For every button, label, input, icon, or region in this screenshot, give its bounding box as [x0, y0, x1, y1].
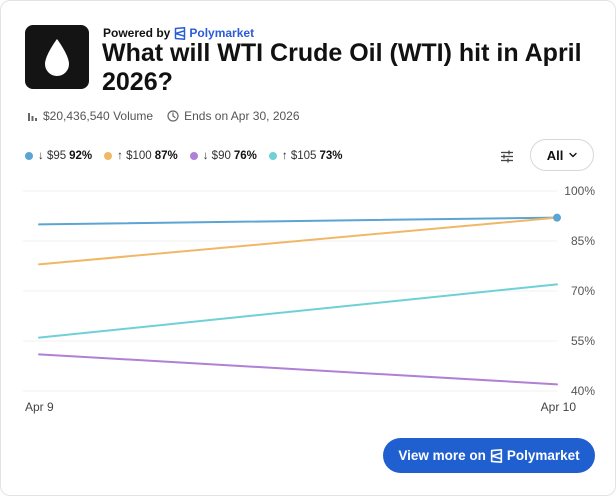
legend-percent: 92%: [69, 150, 93, 162]
chart-settings-button[interactable]: [498, 147, 516, 165]
clock-icon: [167, 110, 179, 122]
end-date-text: Ends on Apr 30, 2026: [184, 109, 300, 123]
legend-item: ↓ $95 92%: [25, 150, 92, 162]
volume-info: $20,436,540 Volume: [27, 109, 153, 123]
legend-item: ↑ $105 73%: [268, 150, 343, 162]
volume-text: $20,436,540 Volume: [43, 109, 154, 123]
legend-dot: [25, 152, 33, 160]
y-tick-label: 85%: [571, 234, 595, 248]
polymarket-logo-icon: [175, 26, 186, 40]
market-meta: $20,436,540 Volume Ends on Apr 30, 2026: [27, 108, 314, 124]
view-more-button[interactable]: View more on Polymarket: [383, 438, 595, 473]
polymarket-logo-icon: [490, 448, 503, 463]
legend-item: ↑ $100 87%: [104, 150, 178, 162]
cta-prefix: View more on: [398, 448, 486, 463]
legend-label: ↓ $90: [202, 150, 231, 162]
y-tick-label: 55%: [571, 334, 595, 348]
series-end-point: [553, 213, 561, 222]
legend-dot: [189, 152, 198, 160]
end-date-info: Ends on Apr 30, 2026: [167, 109, 300, 123]
brand-name: Polymarket: [189, 26, 255, 40]
bar-chart-icon: [28, 112, 37, 121]
legend-percent: 87%: [154, 150, 178, 162]
powered-by: Powered by Polymarket: [103, 25, 254, 41]
x-tick-label: Apr 9: [25, 400, 54, 414]
series-line: [38, 216, 558, 266]
market-title: What will WTI Crude Oil (WTI) hit in Apr…: [102, 39, 582, 96]
oil-drop-icon: [45, 39, 69, 76]
powered-by-label: Powered by: [103, 26, 171, 40]
time-range-label: All: [546, 147, 564, 163]
sliders-icon: [501, 150, 513, 162]
market-logo: [25, 25, 89, 89]
y-tick-label: 100%: [564, 184, 595, 198]
legend-percent: 76%: [233, 150, 257, 162]
legend-dot: [268, 152, 277, 160]
cta-brand: Polymarket: [506, 448, 580, 463]
legend-label: ↓ $95: [38, 150, 67, 162]
legend-dot: [104, 152, 113, 160]
y-tick-label: 70%: [571, 284, 595, 298]
chevron-down-icon: [569, 152, 578, 158]
series-line: [38, 283, 558, 339]
legend-item: ↓ $90 76%: [189, 150, 257, 162]
polymarket-link[interactable]: Polymarket: [174, 26, 254, 40]
price-chart: 100% 85% 70% 55% 40% Apr 9 Apr 10: [23, 184, 595, 414]
legend-label: ↑ $100: [117, 150, 152, 162]
y-tick-label: 40%: [571, 384, 595, 398]
time-range-dropdown[interactable]: All: [530, 139, 594, 171]
x-tick-label: Apr 10: [541, 400, 577, 414]
legend-percent: 73%: [319, 150, 343, 162]
chart-legend: ↓ $95 92% ↑ $100 87% ↓ $90 76% ↑ $105 73…: [25, 148, 354, 164]
series-line: [38, 353, 558, 386]
legend-label: ↑ $105: [281, 150, 317, 162]
series-line: [38, 216, 558, 226]
